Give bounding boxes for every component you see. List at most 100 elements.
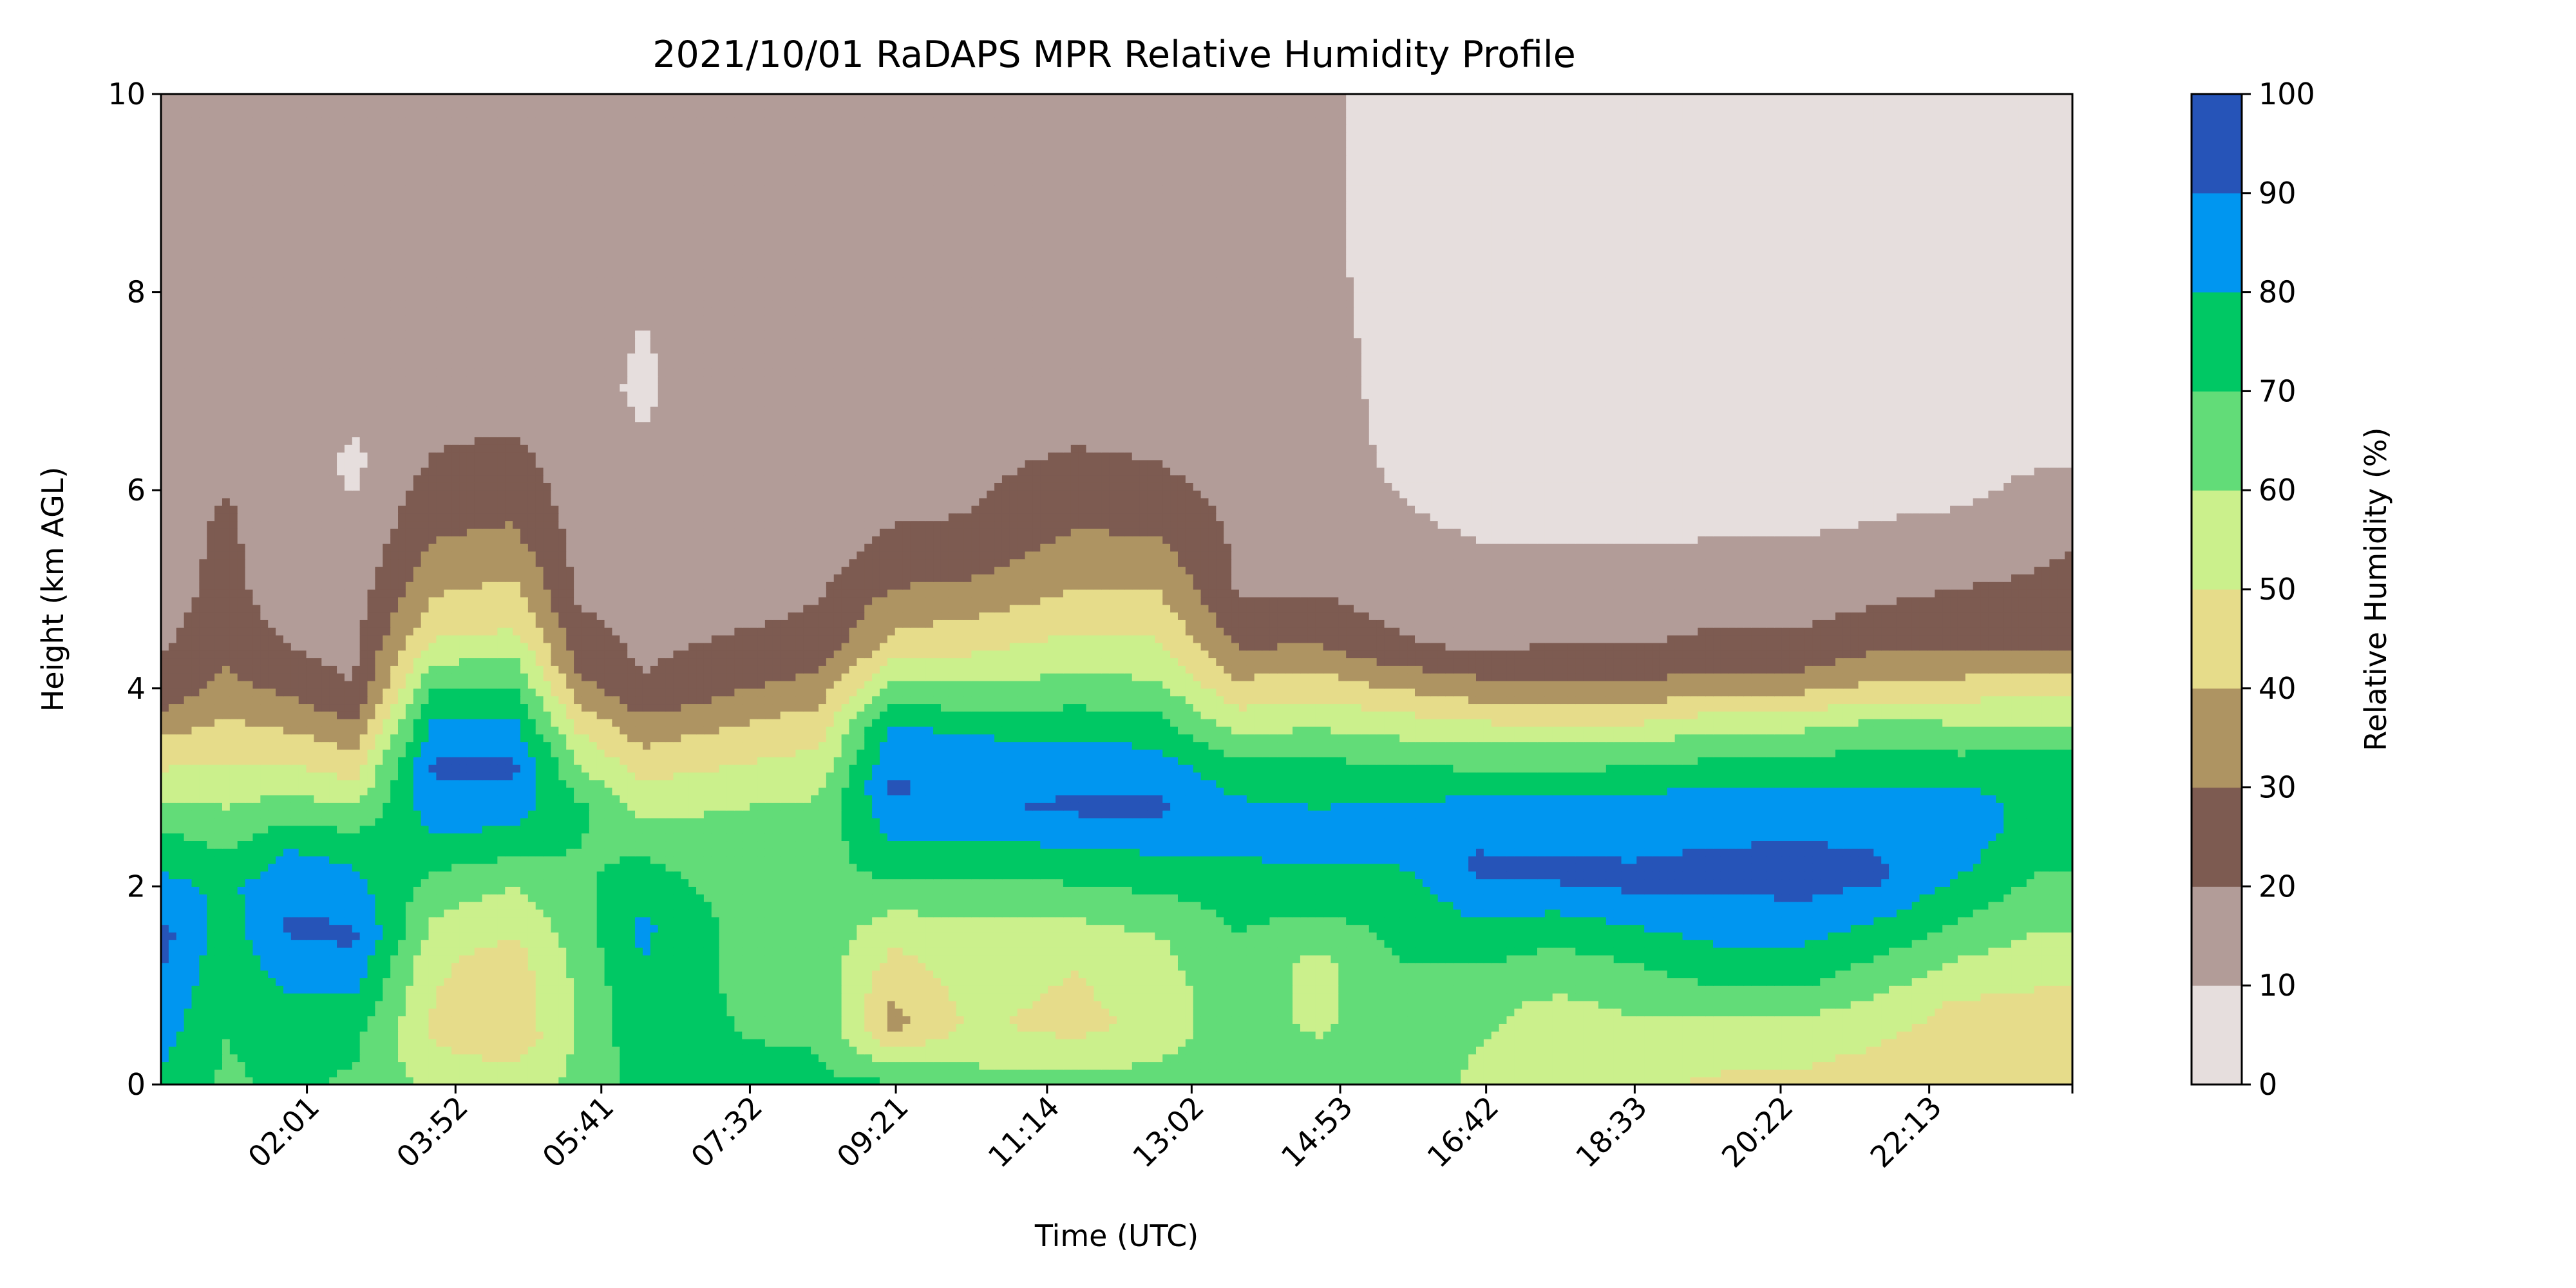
heatmap-cell [383,940,391,948]
heatmap-cell [726,962,735,971]
heatmap-cell [1720,1023,1729,1032]
heatmap-cell [489,1069,498,1077]
heatmap-cell [1950,985,1958,994]
heatmap-cell [857,1031,865,1039]
heatmap-cell [1376,1061,1385,1070]
heatmap-cell [283,970,292,978]
heatmap-cell [1544,1000,1553,1009]
heatmap-cell [1935,1016,1943,1024]
heatmap-cell [1835,1039,1844,1047]
heatmap-cell [505,947,513,956]
heatmap-cell [283,1008,292,1017]
heatmap-cell [268,947,276,956]
heatmap-cell [1889,940,1897,948]
heatmap-cell [688,1031,697,1039]
heatmap-cell [398,962,406,971]
heatmap-cell [1537,1031,1546,1039]
heatmap-cell [742,1054,750,1063]
heatmap-cell [1728,978,1737,986]
heatmap-cell [879,978,888,986]
heatmap-cell [1667,1046,1676,1055]
heatmap-cell [513,932,521,940]
heatmap-cell [1415,1008,1423,1017]
heatmap-cell [1177,1046,1186,1055]
heatmap-cell [642,1054,651,1063]
heatmap-cell [2026,970,2035,978]
heatmap-cell [1506,1061,1515,1070]
heatmap-cell [1224,962,1232,971]
heatmap-cell [1346,1077,1354,1085]
heatmap-cell [1124,947,1133,956]
heatmap-cell [1483,962,1492,971]
heatmap-cell [1896,1054,1905,1063]
heatmap-cell [1070,947,1079,956]
heatmap-cell [1980,978,1989,986]
heatmap-cell [344,993,353,1001]
heatmap-cell [298,993,307,1001]
heatmap-cell [1437,993,1446,1001]
heatmap-cell [1935,1077,1943,1085]
heatmap-cell [620,947,628,956]
heatmap-cell [268,1031,276,1039]
heatmap-cell [1246,962,1255,971]
heatmap-cell [482,940,491,948]
heatmap-cell [1094,1023,1102,1032]
heatmap-cell [283,962,292,971]
heatmap-cell [742,1069,750,1077]
heatmap-cell [833,1039,842,1047]
heatmap-cell [1636,947,1645,956]
heatmap-cell [1873,1023,1882,1032]
heatmap-cell [1950,1016,1958,1024]
heatmap-cell [543,954,552,963]
heatmap-cell [1560,1039,1569,1047]
heatmap-cell [1873,947,1882,956]
heatmap-cell [520,954,529,963]
heatmap-cell [1392,985,1400,994]
heatmap-cell [558,985,567,994]
heatmap-cell [1269,1023,1278,1032]
heatmap-cell [1338,1046,1347,1055]
heatmap-cell [1185,954,1194,963]
heatmap-cell [1537,1016,1546,1024]
heatmap-cell [1300,993,1309,1001]
heatmap-cell [627,1023,636,1032]
heatmap-cell [1346,940,1354,948]
heatmap-cell [1950,954,1958,963]
heatmap-cell [612,954,620,963]
heatmap-cell [1804,947,1813,956]
heatmap-cell [811,1054,819,1063]
heatmap-cell [604,954,613,963]
heatmap-cell [222,1008,231,1017]
heatmap-cell [574,970,582,978]
heatmap-cell [436,993,444,1001]
heatmap-cell [1499,1039,1508,1047]
heatmap-cell [1797,1054,1806,1063]
heatmap-cell [290,970,299,978]
heatmap-cell [1965,1054,1974,1063]
heatmap-cell [1682,1061,1690,1070]
heatmap-cell [2034,993,2043,1001]
heatmap-cell [1483,1016,1492,1024]
heatmap-cell [1246,1069,1255,1077]
heatmap-cell [841,978,850,986]
heatmap-cell [527,1008,536,1017]
heatmap-cell [979,1008,987,1017]
heatmap-cell [1774,1039,1783,1047]
heatmap-cell [1919,1054,1928,1063]
heatmap-cell [1728,1077,1737,1085]
heatmap-cell [1797,932,1806,940]
heatmap-cell [1307,985,1316,994]
heatmap-cell [711,1046,720,1055]
heatmap-cell [963,970,972,978]
heatmap-cell [1957,985,1966,994]
heatmap-cell [1996,1031,2004,1039]
heatmap-cell [466,1000,475,1009]
heatmap-cell [1828,1023,1836,1032]
heatmap-cell [474,1000,483,1009]
heatmap-cell [566,940,574,948]
heatmap-cell [910,1069,918,1077]
heatmap-cell [833,1016,842,1024]
heatmap-cell [1720,1031,1729,1039]
heatmap-cell [558,1077,567,1085]
heatmap-cell [229,1077,238,1085]
